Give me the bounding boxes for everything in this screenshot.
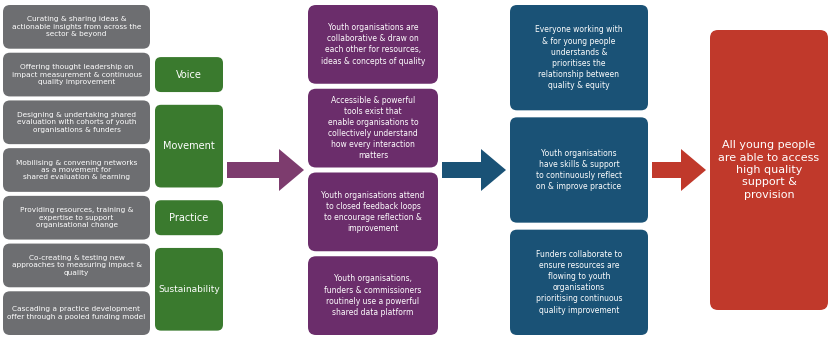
FancyBboxPatch shape bbox=[155, 248, 223, 330]
FancyBboxPatch shape bbox=[510, 230, 648, 335]
FancyBboxPatch shape bbox=[3, 243, 150, 287]
Text: Curating & sharing ideas &
actionable insights from across the
sector & beyond: Curating & sharing ideas & actionable in… bbox=[12, 16, 141, 37]
Polygon shape bbox=[442, 149, 506, 191]
FancyBboxPatch shape bbox=[710, 30, 828, 310]
Text: Practice: Practice bbox=[170, 213, 209, 223]
Text: Co-creating & testing new
approaches to measuring impact &
quality: Co-creating & testing new approaches to … bbox=[12, 255, 141, 276]
Text: Mobilising & convening networks
as a movement for
shared evaluation & learning: Mobilising & convening networks as a mov… bbox=[16, 159, 137, 181]
Text: Cascading a practice development
offer through a pooled funding model: Cascading a practice development offer t… bbox=[8, 306, 145, 320]
Text: Offering thought leadership on
impact measurement & continuous
quality improveme: Offering thought leadership on impact me… bbox=[12, 64, 141, 85]
FancyBboxPatch shape bbox=[308, 5, 438, 84]
FancyBboxPatch shape bbox=[308, 172, 438, 251]
FancyBboxPatch shape bbox=[155, 105, 223, 187]
FancyBboxPatch shape bbox=[155, 200, 223, 235]
Text: Youth organisations,
funders & commissioners
routinely use a powerful
shared dat: Youth organisations, funders & commissio… bbox=[324, 274, 421, 317]
Text: Designing & undertaking shared
evaluation with cohorts of youth
organisations & : Designing & undertaking shared evaluatio… bbox=[17, 112, 136, 133]
FancyBboxPatch shape bbox=[3, 196, 150, 240]
Text: Voice: Voice bbox=[176, 70, 202, 80]
Text: All young people
are able to access
high quality
support &
provision: All young people are able to access high… bbox=[718, 140, 819, 200]
FancyBboxPatch shape bbox=[155, 57, 223, 92]
FancyBboxPatch shape bbox=[308, 89, 438, 168]
Text: Funders collaborate to
ensure resources are
flowing to youth
organisations
prior: Funders collaborate to ensure resources … bbox=[536, 250, 622, 314]
Text: Providing resources, training &
expertise to support
organisational change: Providing resources, training & expertis… bbox=[20, 207, 133, 228]
Polygon shape bbox=[227, 149, 304, 191]
FancyBboxPatch shape bbox=[3, 100, 150, 144]
FancyBboxPatch shape bbox=[3, 148, 150, 192]
Polygon shape bbox=[652, 149, 706, 191]
FancyBboxPatch shape bbox=[510, 117, 648, 223]
Text: Youth organisations
have skills & support
to continuously reflect
on & improve p: Youth organisations have skills & suppor… bbox=[536, 149, 622, 191]
Text: Movement: Movement bbox=[163, 141, 215, 151]
FancyBboxPatch shape bbox=[3, 53, 150, 97]
Text: Accessible & powerful
tools exist that
enable organisations to
collectively unde: Accessible & powerful tools exist that e… bbox=[328, 96, 418, 160]
FancyBboxPatch shape bbox=[3, 291, 150, 335]
Text: Everyone working with
& for young people
understands &
prioritises the
relations: Everyone working with & for young people… bbox=[535, 26, 623, 90]
Text: Youth organisations are
collaborative & draw on
each other for resources,
ideas : Youth organisations are collaborative & … bbox=[321, 23, 426, 66]
Text: Youth organisations attend
to closed feedback loops
to encourage reflection &
im: Youth organisations attend to closed fee… bbox=[321, 191, 425, 233]
FancyBboxPatch shape bbox=[3, 5, 150, 49]
Text: Sustainability: Sustainability bbox=[158, 285, 220, 294]
FancyBboxPatch shape bbox=[308, 256, 438, 335]
FancyBboxPatch shape bbox=[510, 5, 648, 110]
